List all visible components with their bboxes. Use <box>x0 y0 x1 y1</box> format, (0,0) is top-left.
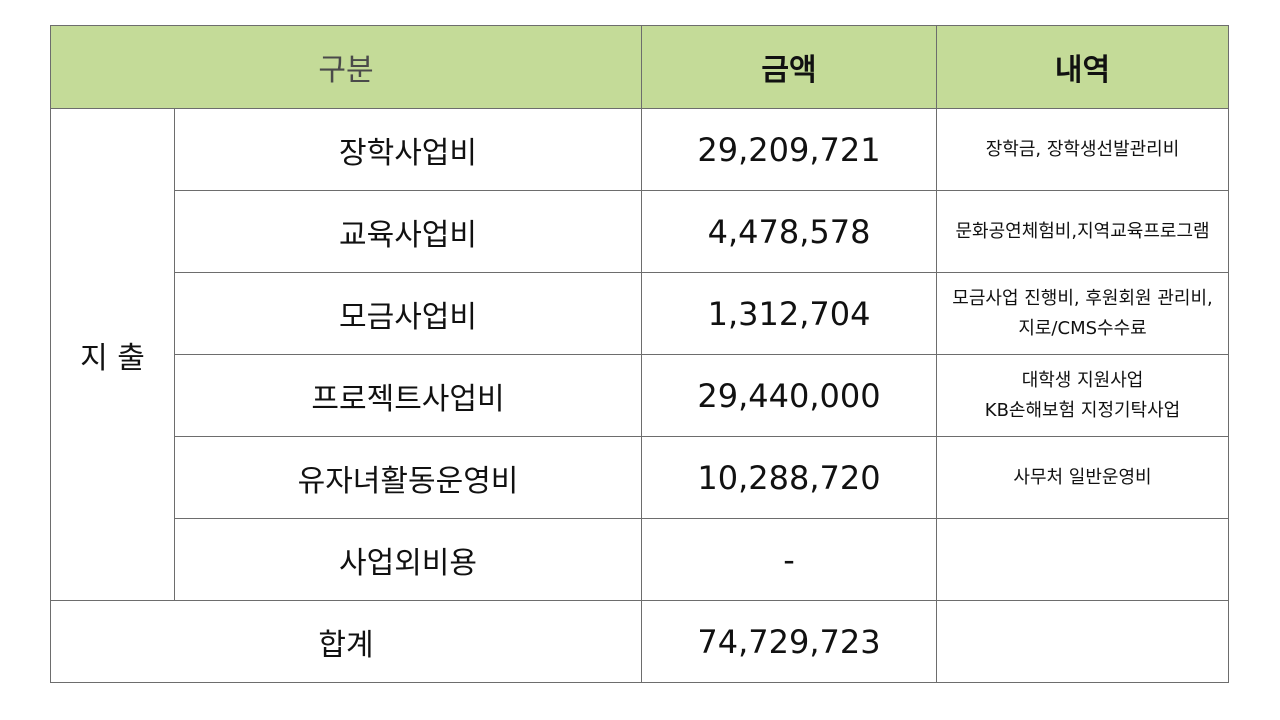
item-detail: 모금사업 진행비, 후원회원 관리비, 지로/CMS수수료 <box>936 272 1230 355</box>
header-amount: 금액 <box>641 25 938 109</box>
total-amount: 74,729,723 <box>641 600 938 683</box>
table-row: 프로젝트사업비 29,440,000 대학생 지원사업 KB손해보험 지정기탁사… <box>51 354 1230 437</box>
item-name: 프로젝트사업비 <box>173 354 643 437</box>
item-detail: 장학금, 장학생선발관리비 <box>936 108 1230 191</box>
group-label-expense: 지 출 <box>50 108 175 601</box>
header-detail: 내역 <box>936 25 1230 109</box>
total-row: 합계 74,729,723 <box>49 600 1230 683</box>
expense-table-container: 구분 금액 내역 지 출 장학사업비 29,209,721 장학금, 장학생선발… <box>49 25 1230 683</box>
item-amount: 1,312,704 <box>641 272 938 355</box>
header-row: 구분 금액 내역 <box>49 25 1230 109</box>
item-amount: 4,478,578 <box>641 190 938 273</box>
item-name: 교육사업비 <box>173 190 643 273</box>
item-name: 장학사업비 <box>173 108 643 191</box>
item-detail: 문화공연체험비,지역교육프로그램 <box>936 190 1230 273</box>
expense-table: 구분 금액 내역 지 출 장학사업비 29,209,721 장학금, 장학생선발… <box>49 25 1230 683</box>
item-amount: 29,440,000 <box>641 354 938 437</box>
total-detail <box>936 600 1230 683</box>
item-name: 사업외비용 <box>173 518 643 601</box>
item-detail: 사무처 일반운영비 <box>936 436 1230 519</box>
item-amount: - <box>641 518 938 601</box>
item-name: 유자녀활동운영비 <box>173 436 643 519</box>
item-amount: 29,209,721 <box>641 108 938 191</box>
header-category: 구분 <box>49 25 643 109</box>
table-row: 모금사업비 1,312,704 모금사업 진행비, 후원회원 관리비, 지로/C… <box>51 272 1230 355</box>
item-name: 모금사업비 <box>173 272 643 355</box>
total-label: 합계 <box>49 600 643 683</box>
item-amount: 10,288,720 <box>641 436 938 519</box>
table-row: 사업외비용 - <box>51 518 1230 601</box>
item-detail: 대학생 지원사업 KB손해보험 지정기탁사업 <box>936 354 1230 437</box>
table-row: 유자녀활동운영비 10,288,720 사무처 일반운영비 <box>51 436 1230 519</box>
item-detail <box>936 518 1230 601</box>
table-row: 지 출 장학사업비 29,209,721 장학금, 장학생선발관리비 <box>50 108 1230 601</box>
table-row: 교육사업비 4,478,578 문화공연체험비,지역교육프로그램 <box>51 190 1230 273</box>
